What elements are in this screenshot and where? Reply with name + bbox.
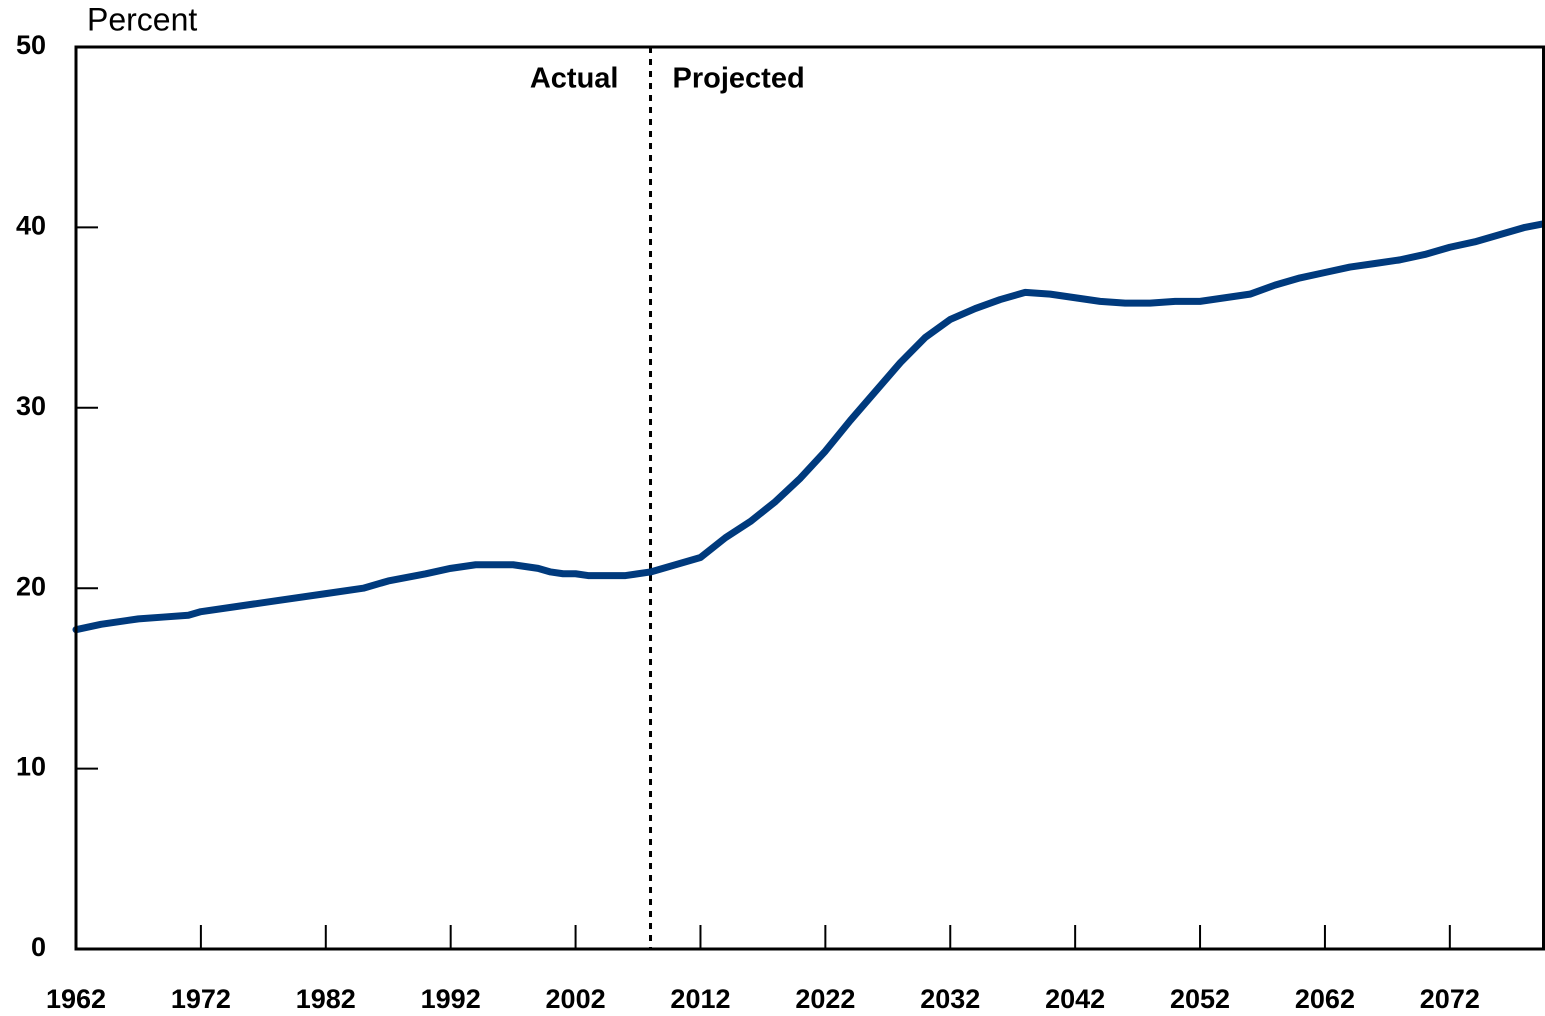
y-tick-label: 40 [16, 211, 46, 241]
x-tick-label: 2072 [1420, 984, 1480, 1014]
x-tick-label: 2022 [795, 984, 855, 1014]
x-tick-label: 2032 [920, 984, 980, 1014]
x-tick-label: 2002 [546, 984, 606, 1014]
y-axis-label: Percent [87, 1, 197, 37]
x-tick-label: 2042 [1045, 984, 1105, 1014]
x-tick-label: 1982 [296, 984, 356, 1014]
annotation: Actual [530, 63, 619, 95]
x-tick-label: 2012 [670, 984, 730, 1014]
line [72, 220, 1545, 634]
y-tick-label: 30 [16, 391, 46, 421]
y-tick-label: 10 [16, 752, 46, 782]
x-tick-label: 1972 [171, 984, 231, 1014]
x-tick-label: 2062 [1295, 984, 1355, 1014]
annotation: Projected [673, 63, 805, 95]
x-tick-label: 2052 [1170, 984, 1230, 1014]
y-tick-label: 50 [16, 30, 46, 60]
x-tick-label: 1992 [421, 984, 481, 1014]
x-tick-label: 1962 [46, 984, 106, 1014]
plot-frame [74, 45, 1545, 951]
y-tick-label: 20 [16, 571, 46, 601]
y-tick-label: 0 [31, 932, 46, 962]
